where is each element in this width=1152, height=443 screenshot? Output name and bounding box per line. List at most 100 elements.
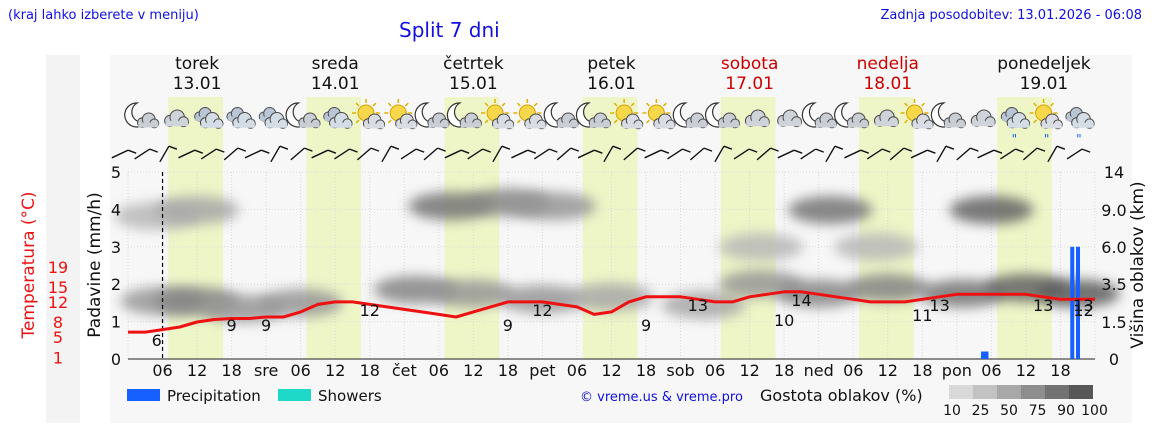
day-date: 14.01 bbox=[311, 74, 360, 94]
density-scale-label: 75 bbox=[1029, 403, 1047, 419]
temperature-label: 12 bbox=[360, 301, 380, 320]
density-scale-label: 10 bbox=[943, 403, 961, 419]
wind-barb-feather bbox=[612, 145, 622, 150]
moon-cloud-icon bbox=[285, 102, 321, 129]
temperature-label: 13 bbox=[929, 296, 949, 315]
temperature-tick-label: 8 bbox=[53, 313, 63, 332]
temperature-tick-label: 1 bbox=[53, 348, 63, 367]
wind-barb bbox=[714, 145, 733, 163]
sun-ray bbox=[662, 102, 667, 107]
cloud-base bbox=[1007, 122, 1030, 128]
temperature-label: 12 bbox=[1073, 301, 1093, 320]
sun-cloud-icon bbox=[900, 99, 934, 130]
cloud-base bbox=[364, 123, 385, 129]
cloud-base bbox=[428, 122, 449, 128]
cloud-height-tick-label: 3.5 bbox=[1101, 275, 1126, 294]
wind-barb-shaft bbox=[556, 147, 572, 161]
wind-barb-shaft bbox=[1022, 147, 1038, 161]
wind-barb-feather bbox=[127, 149, 137, 154]
cloud-base bbox=[875, 120, 898, 127]
cloud-base bbox=[1041, 123, 1062, 129]
x-tick-label: 18 bbox=[498, 361, 518, 380]
legend-precipitation-label: Precipitation bbox=[167, 387, 261, 405]
moon-cloud-icon bbox=[930, 102, 966, 129]
x-tick-label: 18 bbox=[912, 361, 932, 380]
day-date: 19.01 bbox=[1020, 74, 1069, 94]
wind-barb bbox=[577, 149, 603, 159]
density-scale-label: 90 bbox=[1057, 403, 1075, 419]
wind-barb bbox=[356, 147, 380, 161]
clouds-rain-icon: " bbox=[1065, 107, 1095, 146]
wind-barb bbox=[977, 149, 1003, 159]
wind-barb-shaft bbox=[714, 145, 725, 163]
wind-barb-shaft bbox=[844, 149, 862, 159]
wind-barb bbox=[334, 148, 358, 160]
cloud-base bbox=[972, 120, 995, 127]
x-tick-label: 06 bbox=[429, 361, 449, 380]
moon-cloud-icon bbox=[834, 102, 870, 129]
cloud-base bbox=[525, 123, 546, 129]
chart-title: Split 7 dni bbox=[399, 18, 500, 42]
x-tick-label: 12 bbox=[187, 361, 207, 380]
daylight-band bbox=[720, 97, 776, 359]
wind-barb-feather bbox=[903, 147, 913, 152]
sun-ray bbox=[1033, 102, 1038, 107]
temperature-line bbox=[128, 290, 1095, 334]
wind-barb-feather bbox=[970, 147, 979, 152]
wind-barb bbox=[866, 148, 891, 160]
density-swatch bbox=[1021, 385, 1045, 399]
cloud-base bbox=[654, 123, 675, 129]
wind-barb-shaft bbox=[356, 147, 372, 161]
sun-ray bbox=[387, 102, 392, 107]
sun-ray bbox=[1033, 119, 1038, 124]
precip-tick-label: 1 bbox=[111, 313, 121, 332]
wind-barb bbox=[223, 147, 247, 161]
wind-barb-shaft bbox=[381, 145, 392, 163]
x-tick-label: 06 bbox=[843, 361, 863, 380]
clouds-icon bbox=[194, 107, 224, 129]
cloud-height-tick-label: 1.5 bbox=[1101, 313, 1126, 332]
temperature-label: 14 bbox=[791, 291, 811, 310]
sun-ray bbox=[516, 119, 521, 124]
wind-barb-shaft bbox=[733, 148, 750, 160]
wind-barb-shaft bbox=[689, 147, 705, 161]
credit-link[interactable]: © vreme.us & vreme.pro bbox=[580, 390, 743, 405]
temperature-axis-label: Temperatura (°C) bbox=[19, 191, 39, 339]
wind-barb-feather bbox=[168, 145, 178, 150]
daylight-band bbox=[306, 97, 362, 359]
x-tick-label: čet bbox=[392, 361, 417, 380]
wind-barb-shaft bbox=[800, 148, 817, 160]
wind-barb bbox=[800, 148, 824, 160]
wind-barb bbox=[134, 148, 158, 160]
wind-barb bbox=[889, 147, 913, 161]
rain-drops: " bbox=[1012, 132, 1018, 146]
region-hint: (kraj lahko izberete v meniju) bbox=[8, 8, 199, 23]
moon-cloud-icon bbox=[704, 102, 741, 129]
wind-barb bbox=[511, 149, 537, 159]
wind-barb-feather bbox=[748, 148, 758, 153]
cloud-cover-blob bbox=[155, 196, 240, 224]
wind-barb-feather bbox=[723, 145, 733, 150]
wind-barb-feather bbox=[327, 149, 337, 154]
sun-ray bbox=[921, 102, 925, 107]
wind-barb-feather bbox=[460, 149, 470, 154]
legend-precipitation-swatch bbox=[127, 389, 160, 401]
wind-barb-shaft bbox=[577, 149, 595, 159]
x-tick-label: 06 bbox=[705, 361, 725, 380]
precipitation-bar bbox=[1070, 246, 1075, 359]
wind-barb bbox=[270, 145, 289, 163]
wind-barb-feather bbox=[237, 147, 247, 152]
wind-barb-feather bbox=[682, 148, 691, 153]
density-swatch bbox=[949, 385, 973, 399]
wind-barb-feather bbox=[834, 145, 844, 150]
wind-barb bbox=[777, 149, 803, 159]
wind-barb-feather bbox=[370, 147, 380, 152]
wind-barb-feather bbox=[637, 147, 646, 152]
wind-barb bbox=[956, 147, 979, 161]
wind-barb bbox=[623, 147, 646, 161]
cloud-cover-blob bbox=[511, 192, 596, 221]
temperature-label: 11 bbox=[912, 306, 932, 325]
x-tick-label: 12 bbox=[601, 361, 621, 380]
sun-cloud-icon bbox=[481, 99, 515, 130]
